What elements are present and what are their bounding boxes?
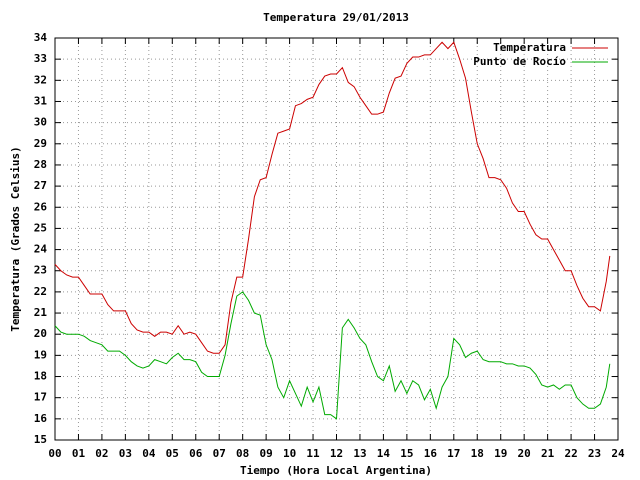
x-tick-label: 21 bbox=[541, 447, 555, 460]
y-tick-label: 21 bbox=[34, 306, 48, 319]
x-tick-label: 08 bbox=[236, 447, 249, 460]
x-tick-label: 04 bbox=[142, 447, 156, 460]
y-tick-label: 18 bbox=[34, 370, 47, 383]
y-tick-label: 22 bbox=[34, 285, 47, 298]
x-tick-label: 03 bbox=[119, 447, 132, 460]
x-tick-label: 22 bbox=[564, 447, 577, 460]
x-tick-label: 14 bbox=[377, 447, 391, 460]
y-tick-label: 27 bbox=[34, 179, 47, 192]
legend-label: Temperatura bbox=[493, 41, 566, 54]
y-tick-label: 29 bbox=[34, 137, 47, 150]
x-tick-label: 05 bbox=[166, 447, 179, 460]
x-tick-label: 07 bbox=[213, 447, 226, 460]
x-tick-label: 10 bbox=[283, 447, 296, 460]
legend-label: Punto de Rocío bbox=[473, 55, 566, 68]
y-tick-label: 31 bbox=[34, 94, 48, 107]
y-tick-label: 15 bbox=[34, 433, 47, 446]
series-line bbox=[54, 41, 611, 354]
x-tick-label: 24 bbox=[611, 447, 625, 460]
y-tick-label: 34 bbox=[34, 31, 48, 44]
chart-title: Temperatura 29/01/2013 bbox=[263, 11, 409, 24]
x-tick-label: 01 bbox=[72, 447, 86, 460]
series-line bbox=[54, 291, 611, 420]
y-axis-label: Temperatura (Grados Celsius) bbox=[9, 146, 22, 331]
x-tick-label: 17 bbox=[447, 447, 460, 460]
y-tick-label: 23 bbox=[34, 264, 47, 277]
x-tick-label: 00 bbox=[48, 447, 61, 460]
x-axis-label: Tiempo (Hora Local Argentina) bbox=[240, 464, 432, 477]
x-tick-label: 06 bbox=[189, 447, 203, 460]
y-tick-label: 32 bbox=[34, 73, 47, 86]
y-tick-label: 17 bbox=[34, 391, 47, 404]
y-tick-label: 19 bbox=[34, 348, 47, 361]
x-tick-label: 23 bbox=[588, 447, 601, 460]
y-tick-label: 30 bbox=[34, 116, 47, 129]
x-tick-label: 11 bbox=[306, 447, 320, 460]
x-tick-label: 12 bbox=[330, 447, 343, 460]
y-tick-label: 16 bbox=[34, 412, 48, 425]
x-tick-label: 20 bbox=[518, 447, 531, 460]
x-tick-label: 15 bbox=[400, 447, 413, 460]
y-tick-label: 33 bbox=[34, 52, 47, 65]
x-tick-label: 09 bbox=[260, 447, 273, 460]
y-tick-label: 26 bbox=[34, 200, 48, 213]
x-tick-label: 16 bbox=[424, 447, 438, 460]
y-tick-label: 25 bbox=[34, 221, 47, 234]
x-tick-label: 19 bbox=[494, 447, 507, 460]
y-tick-label: 24 bbox=[34, 243, 48, 256]
y-tick-label: 20 bbox=[34, 327, 47, 340]
x-tick-label: 18 bbox=[471, 447, 484, 460]
plot-frame bbox=[54, 37, 619, 441]
x-tick-label: 13 bbox=[353, 447, 366, 460]
x-tick-label: 02 bbox=[95, 447, 108, 460]
y-tick-label: 28 bbox=[34, 158, 47, 171]
